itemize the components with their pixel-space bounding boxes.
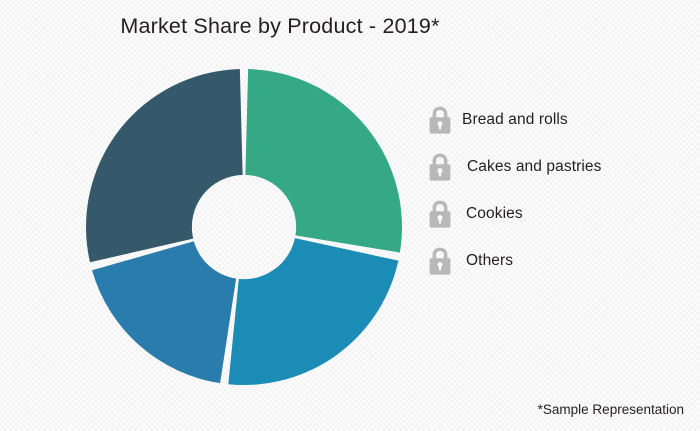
legend-item-others[interactable]: Others	[427, 237, 667, 284]
lock-icon	[427, 152, 453, 182]
legend-item-bread-and-rolls[interactable]: Bread and rolls	[427, 96, 667, 143]
legend-item-label: Bread and rolls	[462, 110, 568, 128]
lock-icon	[427, 105, 453, 135]
page-title: Market Share by Product - 2019*	[120, 14, 440, 38]
footnote: *Sample Representation	[537, 402, 684, 417]
donut-chart	[79, 62, 409, 392]
legend-item-cookies[interactable]: Cookies	[427, 190, 667, 237]
donut-slice-group	[86, 69, 402, 386]
donut-slice[interactable]	[245, 69, 402, 253]
donut-slice[interactable]	[86, 69, 243, 263]
donut-slice[interactable]	[92, 241, 237, 384]
legend-item-cakes-and-pastries[interactable]: Cakes and pastries	[427, 143, 667, 190]
lock-icon	[427, 199, 453, 229]
donut-chart-svg	[86, 69, 402, 386]
donut-slice[interactable]	[228, 238, 399, 386]
legend-item-label: Cakes and pastries	[467, 157, 602, 175]
legend-item-label: Cookies	[466, 204, 523, 222]
lock-icon	[427, 246, 453, 276]
legend: Bread and rolls Cakes and pastries	[427, 96, 667, 284]
legend-item-label: Others	[466, 251, 514, 269]
